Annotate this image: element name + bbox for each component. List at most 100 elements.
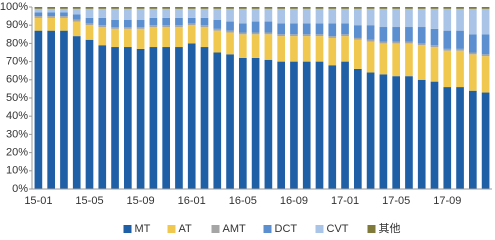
x-tick-label: 16-09 bbox=[280, 195, 308, 207]
legend-label: DCT bbox=[275, 223, 298, 235]
legend-swatch bbox=[367, 225, 376, 233]
bar-segment bbox=[417, 7, 426, 9]
bar-segment bbox=[481, 34, 490, 55]
y-tick-label: 40% bbox=[6, 110, 28, 122]
bar-segment bbox=[328, 36, 337, 38]
bar-segment bbox=[315, 61, 324, 189]
bar-segment bbox=[60, 16, 68, 18]
bar-segment bbox=[341, 8, 349, 24]
bar-segment bbox=[187, 17, 196, 24]
bar-segment bbox=[443, 87, 452, 189]
bar-segment bbox=[277, 36, 285, 62]
bar-segment bbox=[226, 54, 234, 189]
x-tick-label: 15-01 bbox=[24, 195, 52, 207]
bar-segment bbox=[149, 25, 158, 28]
bar-segment bbox=[341, 61, 349, 189]
bar-segment bbox=[456, 7, 464, 9]
bar-segment bbox=[392, 43, 400, 77]
bar-segment bbox=[251, 34, 260, 58]
bar-segment bbox=[72, 21, 81, 37]
bar-segment bbox=[417, 79, 426, 189]
bar-segment bbox=[481, 7, 490, 9]
bar-segment bbox=[124, 47, 132, 189]
bar-segment bbox=[85, 17, 94, 24]
bar-segment bbox=[443, 30, 452, 49]
bar-segment bbox=[392, 8, 400, 28]
y-tick-label: 0% bbox=[12, 183, 28, 195]
legend-swatch bbox=[167, 225, 176, 233]
bar-segment bbox=[354, 7, 362, 9]
bar-segment bbox=[456, 50, 464, 88]
bar-segment bbox=[302, 8, 311, 24]
bar-segment bbox=[200, 27, 209, 48]
bar-segment bbox=[226, 21, 234, 31]
bar-segment bbox=[469, 34, 477, 53]
bar-segment bbox=[162, 8, 170, 18]
bar-segment bbox=[405, 41, 413, 44]
y-tick-label: 30% bbox=[6, 128, 28, 140]
x-tick-label: 17-01 bbox=[331, 195, 359, 207]
bar-segment bbox=[239, 23, 247, 33]
bar-segment bbox=[187, 7, 196, 9]
bar-segment bbox=[72, 8, 81, 15]
bar-segment bbox=[72, 19, 81, 22]
bar-segment bbox=[405, 27, 413, 42]
bar-segment bbox=[47, 7, 55, 9]
bar-segment bbox=[72, 14, 81, 20]
bar-segment bbox=[481, 54, 490, 57]
bar-segment bbox=[430, 45, 439, 48]
bar-segment bbox=[379, 74, 388, 189]
legend-label: CVT bbox=[327, 223, 349, 235]
bar-segment bbox=[277, 61, 285, 189]
bar-segment bbox=[264, 7, 273, 9]
bar-segment bbox=[469, 8, 477, 35]
bar-segment bbox=[392, 76, 400, 189]
bar-segment bbox=[366, 8, 375, 26]
y-tick-label: 100% bbox=[0, 1, 28, 13]
bar-segment bbox=[430, 81, 439, 189]
bar-segment bbox=[392, 7, 400, 9]
bar-segment bbox=[469, 54, 477, 91]
bar-segment bbox=[251, 32, 260, 35]
bar-segment bbox=[456, 8, 464, 31]
bar-segment bbox=[47, 12, 55, 17]
bar-segment bbox=[47, 16, 55, 18]
bar-segment bbox=[341, 23, 349, 35]
x-tick-label: 17-05 bbox=[382, 195, 410, 207]
bar-segment bbox=[162, 7, 170, 9]
bar-segment bbox=[354, 37, 362, 40]
legend-label: AMT bbox=[223, 223, 247, 235]
bar-segment bbox=[47, 30, 55, 189]
bar-segment bbox=[341, 7, 349, 9]
bar-segment bbox=[264, 59, 273, 189]
bar-segment bbox=[430, 28, 439, 46]
bar-segment bbox=[124, 27, 132, 29]
bar-segment bbox=[162, 27, 170, 48]
bar-segment bbox=[85, 23, 94, 26]
legend-swatch bbox=[263, 225, 272, 233]
bar-segment bbox=[98, 25, 107, 28]
bar-segment bbox=[149, 47, 158, 189]
y-tick-label: 70% bbox=[6, 56, 28, 68]
bar-segment bbox=[98, 45, 107, 189]
bar-segment bbox=[379, 41, 388, 44]
bar-segment bbox=[213, 30, 222, 53]
bar-segment bbox=[405, 43, 413, 77]
bar-segment bbox=[72, 36, 81, 190]
bar-segment bbox=[149, 8, 158, 18]
bar-segment bbox=[175, 7, 183, 9]
bar-segment bbox=[85, 7, 94, 9]
bar-segment bbox=[328, 7, 337, 9]
bar-segment bbox=[264, 21, 273, 33]
bar-segment bbox=[302, 36, 311, 62]
bar-segment bbox=[239, 7, 247, 9]
bar-segment bbox=[136, 8, 145, 20]
bar-segment bbox=[366, 39, 375, 42]
bar-segment bbox=[34, 8, 43, 13]
bar-segment bbox=[200, 8, 209, 18]
y-tick-label: 50% bbox=[6, 92, 28, 104]
x-tick-label: 15-09 bbox=[127, 195, 155, 207]
bar-segment bbox=[481, 92, 490, 189]
bar-segment bbox=[239, 34, 247, 58]
bar-segment bbox=[98, 27, 107, 46]
